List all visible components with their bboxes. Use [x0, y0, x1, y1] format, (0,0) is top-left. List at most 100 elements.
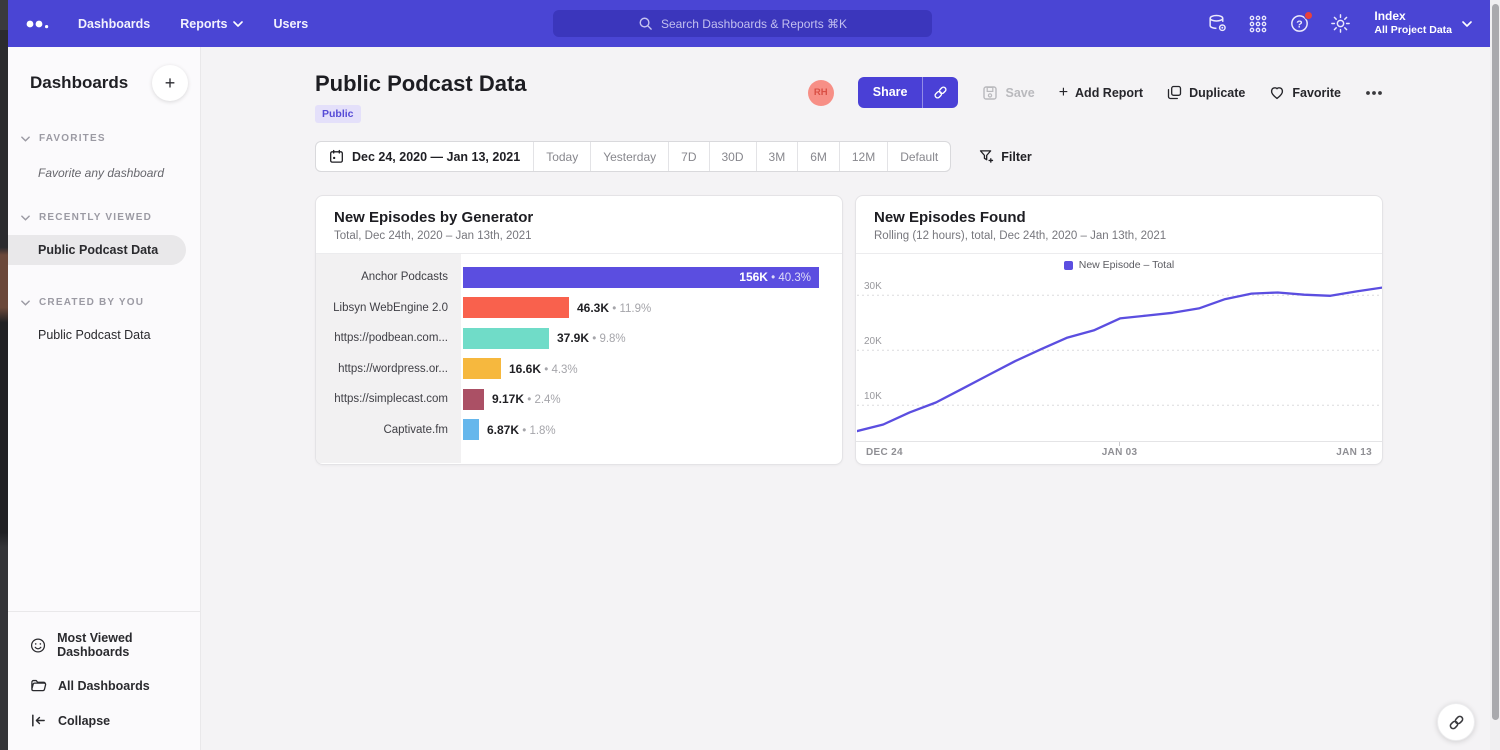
search-placeholder: Search Dashboards & Reports ⌘K — [660, 16, 848, 31]
section-recently-viewed[interactable]: RECENTLY VIEWED — [8, 212, 200, 223]
bar-row: Captivate.fm 6.87K • 1.8% — [383, 415, 842, 446]
add-report-label: Add Report — [1075, 85, 1144, 100]
preset-6m[interactable]: 6M — [797, 142, 839, 171]
axis-tick-mark — [1119, 442, 1120, 446]
add-report-button[interactable]: + Add Report — [1058, 83, 1144, 101]
folder-icon — [31, 679, 47, 692]
y-tick-label: 30K — [864, 281, 882, 293]
duplicate-button[interactable]: Duplicate — [1167, 85, 1245, 100]
all-dashboards-button[interactable]: All Dashboards — [8, 668, 200, 703]
bar-segment[interactable] — [463, 297, 569, 319]
bar-row: https://wordpress.or... 16.6K • 4.3% — [338, 354, 842, 385]
preset-12m[interactable]: 12M — [838, 142, 887, 171]
favorite-label: Favorite — [1292, 85, 1341, 100]
data-sources-icon[interactable] — [1206, 13, 1228, 35]
preset-today[interactable]: Today — [533, 142, 590, 171]
chevron-down-icon — [1462, 20, 1472, 27]
bar-segment[interactable]: 156K • 40.3% — [463, 266, 819, 288]
share-button[interactable]: Share — [857, 77, 923, 108]
preset-3m[interactable]: 3M — [755, 142, 798, 171]
sidebar-item-public-podcast-data[interactable]: Public Podcast Data — [8, 235, 186, 265]
bar-track: 6.87K • 1.8% — [463, 419, 842, 441]
chevron-down-icon — [233, 20, 244, 27]
bar-category-label: Captivate.fm — [383, 423, 448, 436]
main-content: Public Podcast Data Public RH Share Save — [201, 47, 1490, 750]
new-dashboard-button[interactable]: + — [152, 65, 188, 101]
sidebar-title: Dashboards — [30, 73, 129, 92]
share-link-button[interactable] — [922, 77, 959, 108]
project-selector[interactable]: Index All Project Data — [1374, 9, 1472, 37]
preset-30d[interactable]: 30D — [708, 142, 756, 171]
top-nav: Dashboards Reports Users Search Dashboar… — [8, 0, 1490, 47]
save-label: Save — [1005, 85, 1035, 100]
link-icon — [1449, 715, 1463, 729]
preset-default[interactable]: Default — [887, 142, 950, 171]
more-dots-icon — [1366, 90, 1382, 95]
date-range-control: Dec 24, 2020 — Jan 13, 2021 Today Yester… — [315, 141, 952, 172]
favorite-button[interactable]: Favorite — [1269, 85, 1341, 100]
preset-7d[interactable]: 7D — [668, 142, 708, 171]
preset-yesterday[interactable]: Yesterday — [590, 142, 668, 171]
apps-grid-icon[interactable] — [1247, 13, 1269, 35]
bar-category-label: https://podbean.com... — [334, 332, 448, 345]
sidebar-footer: Most Viewed Dashboards All Dashboards Co… — [8, 611, 200, 750]
filter-button[interactable]: Filter — [979, 149, 1032, 164]
smiley-icon — [30, 637, 46, 653]
bar-track: 16.6K • 4.3% — [463, 358, 842, 380]
link-icon — [934, 86, 948, 99]
section-created-by-you-label: CREATED BY YOU — [39, 297, 145, 308]
section-created-by-you[interactable]: CREATED BY YOU — [8, 297, 200, 308]
x-tick-jan03: JAN 03 — [1101, 446, 1138, 458]
date-controls-row: Dec 24, 2020 — Jan 13, 2021 Today Yester… — [315, 141, 1383, 172]
page-title: Public Podcast Data — [315, 71, 527, 96]
share-link-fab[interactable] — [1437, 703, 1475, 741]
section-recently-viewed-label: RECENTLY VIEWED — [39, 212, 153, 223]
settings-gear-icon[interactable] — [1329, 13, 1351, 35]
sidebar-item-public-podcast-data-created[interactable]: Public Podcast Data — [38, 328, 151, 342]
section-favorites-label: FAVORITES — [39, 133, 106, 144]
all-dashboards-label: All Dashboards — [58, 678, 150, 693]
notification-dot — [1304, 10, 1314, 20]
nav-reports[interactable]: Reports — [180, 16, 244, 31]
page-scrollbar[interactable] — [1490, 0, 1500, 750]
scrollbar-thumb[interactable] — [1491, 4, 1499, 720]
app-logo[interactable] — [26, 17, 50, 31]
bar-segment[interactable] — [463, 358, 501, 380]
top-nav-right: ? Index All Project Data — [1206, 0, 1472, 47]
filter-funnel-icon — [980, 150, 994, 163]
y-tick-label: 10K — [864, 391, 882, 403]
plus-icon: + — [1058, 83, 1069, 101]
nav-users[interactable]: Users — [273, 17, 308, 31]
duplicate-label: Duplicate — [1189, 85, 1246, 100]
bar-segment[interactable] — [463, 388, 484, 410]
date-range-picker[interactable]: Dec 24, 2020 — Jan 13, 2021 — [316, 142, 533, 171]
collapse-icon — [32, 714, 45, 727]
bar-segment[interactable] — [463, 419, 479, 441]
dashboard-actions: RH Share Save + Add Report — [807, 77, 1383, 108]
bar-value-label: 37.9K • 9.8% — [557, 331, 626, 346]
avatar[interactable]: RH — [807, 79, 834, 106]
line-series — [857, 286, 1382, 433]
bar-value-label: 46.3K • 11.9% — [577, 300, 652, 315]
bar-value-label: 9.17K • 2.4% — [492, 392, 561, 407]
bar-value-label: 156K • 40.3% — [739, 269, 811, 284]
nav-dashboards[interactable]: Dashboards — [78, 17, 150, 31]
line-plot: 10K 20K 30K — [857, 276, 1382, 441]
favorites-empty-text: Favorite any dashboard — [38, 166, 165, 180]
collapse-label: Collapse — [58, 713, 111, 728]
more-actions-button[interactable] — [1365, 90, 1383, 96]
date-range-label: Dec 24, 2020 — Jan 13, 2021 — [352, 149, 521, 164]
chevron-down-icon — [21, 299, 30, 306]
help-icon[interactable]: ? — [1288, 10, 1314, 35]
nav-reports-label: Reports — [180, 16, 228, 31]
collapse-sidebar-button[interactable]: Collapse — [8, 703, 200, 738]
search-input[interactable]: Search Dashboards & Reports ⌘K — [553, 10, 932, 37]
section-favorites[interactable]: FAVORITES — [8, 133, 200, 144]
svg-text:?: ? — [1296, 18, 1302, 30]
most-viewed-dashboards-button[interactable]: Most Viewed Dashboards — [8, 622, 200, 668]
bar-category-label: Libsyn WebEngine 2.0 — [333, 301, 448, 314]
x-axis: DEC 24 JAN 03 JAN 13 — [856, 441, 1382, 462]
heart-icon — [1271, 87, 1284, 100]
bar-segment[interactable] — [463, 327, 549, 349]
save-button[interactable]: Save — [982, 85, 1035, 101]
